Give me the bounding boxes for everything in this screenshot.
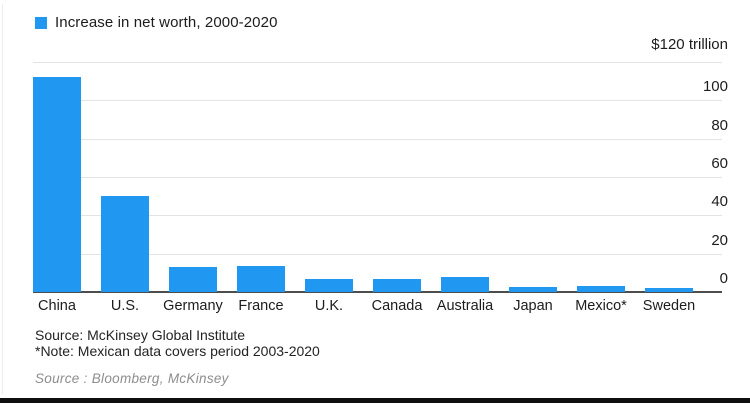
plot-area	[33, 62, 722, 293]
x-label-france: France	[238, 298, 284, 314]
bar-australia	[441, 276, 489, 292]
gridline-80	[33, 138, 722, 140]
bar-france	[237, 266, 285, 292]
legend-label: Increase in net worth, 2000-2020	[55, 14, 278, 31]
gridline-40	[33, 215, 722, 217]
x-label-uk: U.K.	[314, 298, 344, 314]
x-label-canada: Canada	[371, 298, 423, 314]
gridline-100	[33, 100, 722, 102]
bar-mexico	[577, 286, 625, 292]
bar-series	[23, 62, 703, 292]
x-axis-labels: China U.S. Germany France U.K. Canada Australi…	[23, 298, 703, 314]
gridline-120	[33, 62, 722, 63]
bar-slot-china	[23, 62, 91, 292]
bottom-divider-bar	[0, 398, 750, 403]
bar-slot-mexico	[567, 62, 635, 292]
bar-slot-sweden	[635, 62, 703, 292]
source-note: Source: McKinsey Global Institute *Note:…	[35, 327, 320, 359]
bar-germany	[169, 267, 217, 292]
y-tick-0: 0	[719, 270, 728, 287]
bar-slot-australia	[431, 62, 499, 292]
attribution-text: Source : Bloomberg, McKinsey	[35, 371, 229, 386]
x-label-sweden: Sweden	[642, 298, 696, 314]
bar-slot-us	[91, 62, 159, 292]
bar-sweden	[645, 288, 693, 292]
bar-slot-france	[227, 62, 295, 292]
bar-slot-canada	[363, 62, 431, 292]
bar-japan	[509, 287, 557, 292]
bar-us	[101, 196, 149, 292]
gridline-60	[33, 177, 722, 178]
y-tick-100: 100	[702, 78, 728, 96]
bar-canada	[373, 278, 421, 292]
bar-uk	[305, 278, 353, 292]
x-label-mexico: Mexico*	[575, 298, 627, 314]
y-tick-20: 20	[711, 231, 728, 249]
x-label-china: China	[38, 298, 76, 314]
x-label-us: U.S.	[110, 298, 140, 314]
x-label-japan: Japan	[513, 298, 553, 314]
y-tick-60: 60	[711, 155, 728, 172]
bar-slot-uk	[295, 62, 363, 292]
x-label-australia: Australia	[436, 298, 494, 314]
y-axis-unit-label: $120 trillion	[651, 36, 728, 53]
bar-slot-japan	[499, 62, 567, 292]
left-edge-divider	[2, 4, 3, 394]
y-tick-40: 40	[711, 193, 728, 211]
y-tick-80: 80	[711, 116, 728, 134]
chart-legend: Increase in net worth, 2000-2020	[35, 14, 278, 31]
bar-slot-germany	[159, 62, 227, 292]
x-label-germany: Germany	[163, 298, 223, 314]
bar-china	[33, 77, 81, 292]
x-axis-baseline	[33, 291, 722, 293]
note-line: *Note: Mexican data covers period 2003-2…	[35, 342, 320, 359]
legend-swatch-icon	[35, 16, 47, 29]
source-line: Source: McKinsey Global Institute	[35, 327, 246, 343]
gridline-20	[33, 253, 722, 255]
